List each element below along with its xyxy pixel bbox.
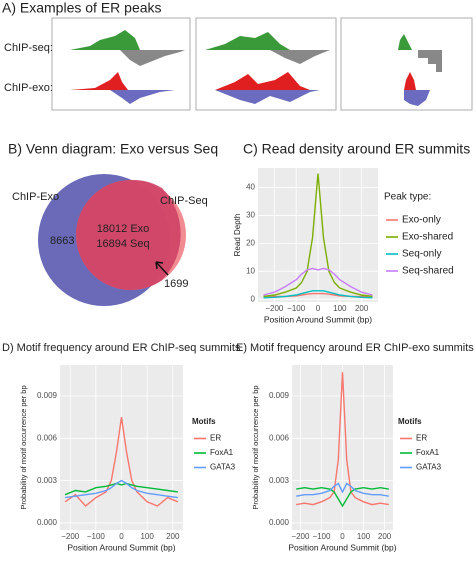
y-axis-label: Probability of motif occurrence per bp <box>251 385 260 509</box>
exo-peak <box>110 90 175 104</box>
legend-label: Exo-only <box>402 215 441 226</box>
x-tick-label: 200 <box>166 532 180 541</box>
x-tick-label: −100 <box>287 304 306 313</box>
seq-peak <box>270 50 330 64</box>
row-label: ChIP-exo: <box>4 82 53 94</box>
seq-peak <box>205 32 290 50</box>
legend-label: GATA3 <box>416 463 442 472</box>
y-axis-label: Probability of motif occurrence per bp <box>19 385 28 509</box>
venn-count: 18012 Exo <box>97 223 150 235</box>
series-line <box>263 290 373 299</box>
x-axis-label: Position Around Summit (bp) <box>264 314 372 324</box>
x-tick-label: 100 <box>357 532 371 541</box>
chart-title: C) Read density around ER summits <box>243 141 470 157</box>
seq-peak <box>398 34 412 50</box>
x-tick-label: 0 <box>340 532 345 541</box>
seq-peak <box>418 50 442 72</box>
legend-label: FoxA1 <box>416 448 440 457</box>
y-tick-label: 30 <box>246 211 255 220</box>
venn-count: 1699 <box>164 278 188 290</box>
x-tick-label: 200 <box>378 532 392 541</box>
chart-title: D) Motif frequency around ER ChIP-seq su… <box>2 342 241 354</box>
y-tick-label: 0.003 <box>269 476 290 485</box>
panel-b-title: B) Venn diagram: Exo versus Seq <box>8 141 218 157</box>
exo-peak <box>215 90 320 104</box>
track-box <box>340 17 473 111</box>
x-tick-label: 100 <box>333 304 347 313</box>
y-tick-label: 20 <box>246 238 255 247</box>
legend-label: ER <box>416 434 427 443</box>
series-line <box>64 417 179 507</box>
y-tick-label: 0.009 <box>37 391 58 400</box>
x-tick-label: 0 <box>316 304 321 313</box>
venn-count: 16894 Seq <box>96 238 149 250</box>
series-line <box>296 482 389 497</box>
x-axis-label: Position Around Summit (bp) <box>288 542 396 552</box>
exo-peak <box>404 90 430 106</box>
series-line <box>296 372 389 506</box>
y-tick-label: 0 <box>251 294 256 303</box>
y-tick-label: 0.003 <box>37 476 58 485</box>
x-tick-label: −200 <box>265 304 284 313</box>
seq-peak <box>120 50 185 66</box>
x-tick-label: 100 <box>140 532 154 541</box>
exo-peak <box>70 72 128 90</box>
y-tick-label: 0.000 <box>37 518 58 527</box>
venn-count: 8663 <box>50 235 74 247</box>
series-line <box>65 479 178 499</box>
row-label: ChIP-seq: <box>4 42 53 54</box>
series-line <box>263 173 373 298</box>
seq-peak <box>70 30 140 50</box>
series-line <box>263 267 373 296</box>
y-tick-label: 0.000 <box>269 518 290 527</box>
venn-overlap <box>76 179 181 290</box>
x-axis-label: Position Around Summit (bp) <box>67 542 175 552</box>
legend-label: GATA3 <box>210 463 236 472</box>
y-axis-label: Read Depth <box>233 214 242 257</box>
panel-a-title: A) Examples of ER peaks <box>2 0 162 16</box>
chart-title: E) Motif frequency around ER ChIP-exo su… <box>236 342 474 354</box>
arrow <box>155 261 169 276</box>
y-tick-label: 0.006 <box>269 433 290 442</box>
legend-label: Exo-shared <box>402 232 453 243</box>
x-tick-label: −200 <box>291 532 310 541</box>
legend-label: Seq-only <box>402 249 441 260</box>
y-tick-label: 0.006 <box>37 433 58 442</box>
x-tick-label: 200 <box>355 304 369 313</box>
venn-label: ChIP-Seq <box>160 195 208 207</box>
x-tick-label: −200 <box>61 532 80 541</box>
legend-label: Seq-shared <box>402 266 454 277</box>
exo-peak <box>215 72 310 90</box>
x-tick-label: −100 <box>87 532 106 541</box>
exo-peak <box>404 72 416 90</box>
y-tick-label: 0.009 <box>269 391 290 400</box>
x-tick-label: −100 <box>312 532 331 541</box>
legend-title: Motifs <box>398 417 422 426</box>
y-tick-label: 40 <box>246 183 255 192</box>
x-tick-label: 0 <box>119 532 124 541</box>
legend-label: FoxA1 <box>210 448 234 457</box>
venn-label: ChIP-Exo <box>12 191 59 203</box>
track-signals <box>70 30 442 106</box>
legend-title: Motifs <box>192 417 216 426</box>
legend-title: Peak type: <box>384 192 431 203</box>
legend-label: ER <box>210 434 221 443</box>
series-line <box>64 482 178 496</box>
series-line <box>296 486 389 508</box>
y-tick-label: 10 <box>246 266 255 275</box>
